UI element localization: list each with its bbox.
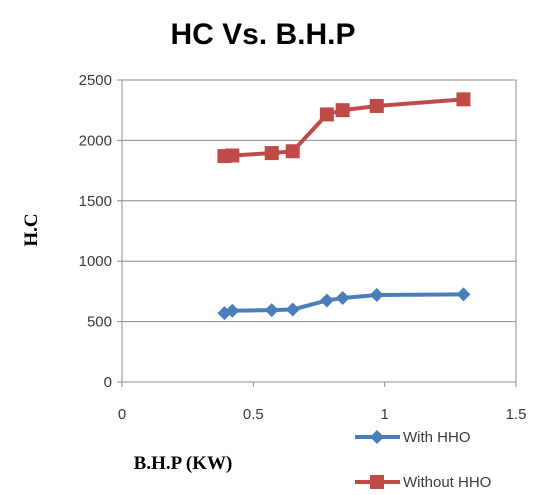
legend-label: Without HHO xyxy=(403,474,491,491)
data-point-with-hho xyxy=(225,303,240,318)
data-series xyxy=(217,92,471,321)
plot-area xyxy=(121,79,517,383)
data-point-without-hho xyxy=(319,107,334,122)
series-with-hho xyxy=(217,287,471,321)
legend-label: With HHO xyxy=(403,429,471,446)
data-point-without-hho xyxy=(335,103,350,118)
x-axis-ticks: 0 0.5 1 1.5 xyxy=(118,382,527,423)
data-point-without-hho xyxy=(285,144,300,159)
data-point-with-hho xyxy=(456,287,471,302)
legend-marker-without-hho xyxy=(370,475,384,489)
x-axis-label: B.H.P (KW) xyxy=(134,453,233,474)
data-point-with-hho xyxy=(264,303,279,318)
data-point-without-hho xyxy=(369,98,384,113)
y-tick-label: 500 xyxy=(87,314,112,331)
legend-item-with-hho: With HHO xyxy=(355,429,471,446)
chart-title: HC Vs. B.H.P xyxy=(170,18,355,51)
data-point-with-hho xyxy=(319,293,334,308)
y-axis-ticks: 0 500 1000 1500 2000 2500 xyxy=(79,72,122,391)
series-without-hho xyxy=(217,92,471,164)
x-tick-label: 1.5 xyxy=(506,406,527,423)
data-point-with-hho xyxy=(285,302,300,317)
data-point-without-hho xyxy=(456,92,471,107)
y-tick-label: 0 xyxy=(104,374,112,391)
x-tick-label: 0 xyxy=(118,406,126,423)
data-point-with-hho xyxy=(369,288,384,303)
data-point-without-hho xyxy=(264,146,279,161)
legend-marker-with-hho xyxy=(370,430,384,444)
data-point-without-hho xyxy=(225,148,240,163)
data-point-with-hho xyxy=(335,291,350,306)
y-tick-label: 2500 xyxy=(79,72,112,89)
y-tick-label: 1000 xyxy=(79,253,112,270)
legend-item-without-hho: Without HHO xyxy=(355,474,491,491)
x-tick-label: 0.5 xyxy=(243,406,264,423)
legend: With HHO Without HHO xyxy=(355,429,491,491)
y-tick-label: 2000 xyxy=(79,132,112,149)
y-axis-label: H.C xyxy=(21,213,42,246)
x-tick-label: 1 xyxy=(380,406,388,423)
y-tick-label: 1500 xyxy=(79,193,112,210)
